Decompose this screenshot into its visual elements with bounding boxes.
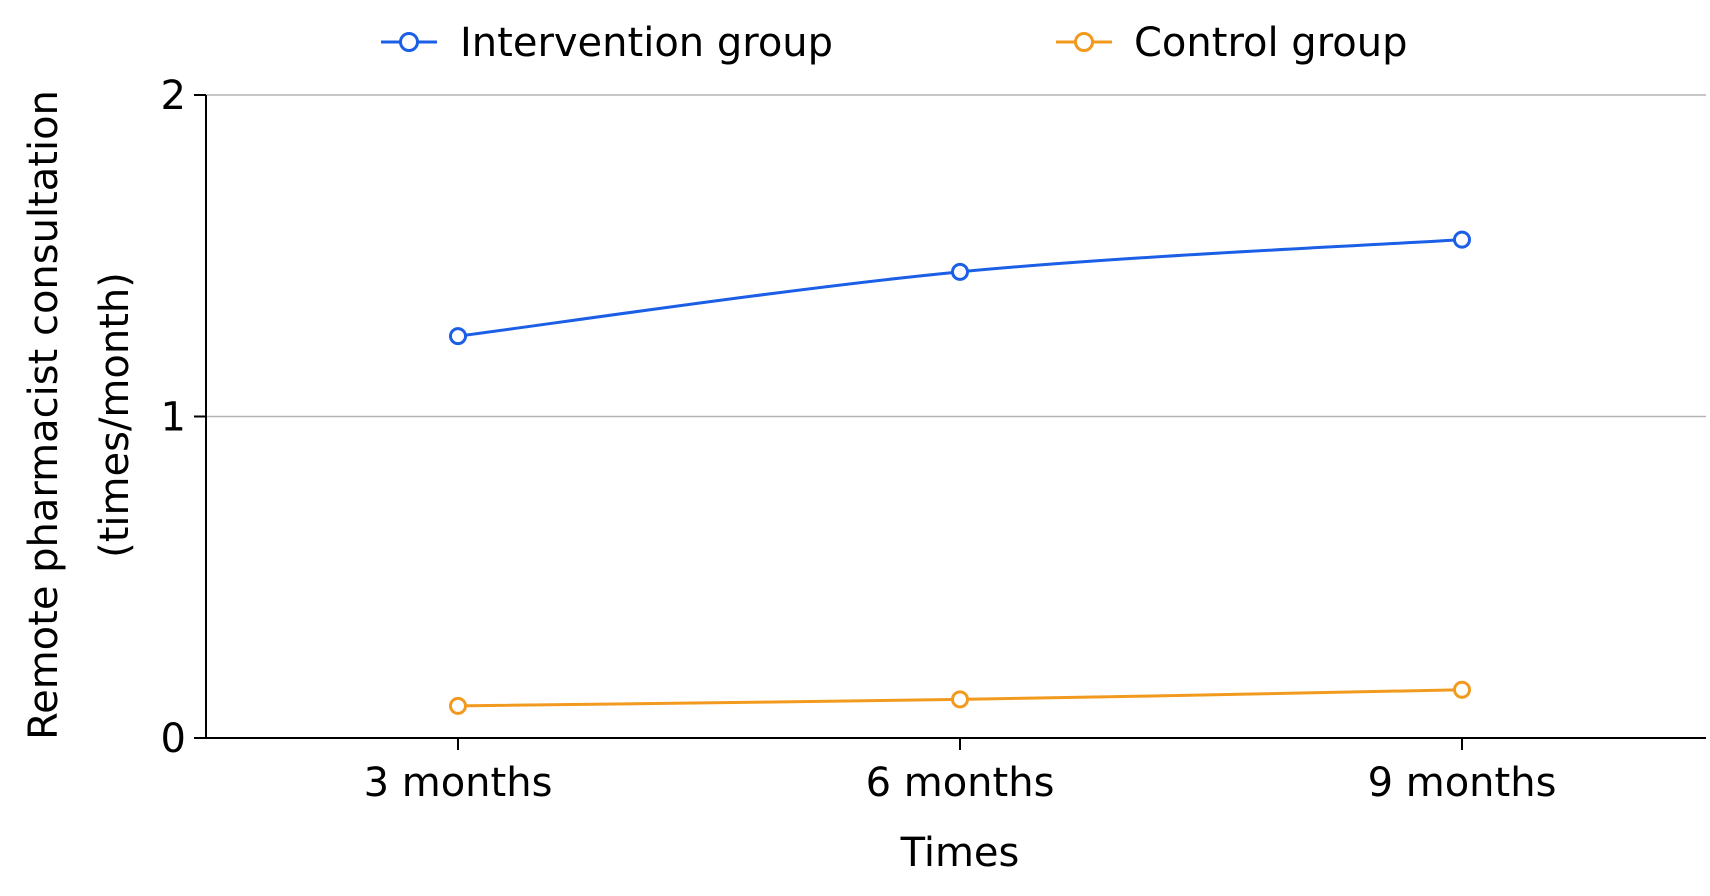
data-point-control-group-1 [951,690,969,709]
data-point-control-group-2 [1453,680,1471,699]
legend-marker-control-group [1074,32,1094,52]
y-tick-label-2: 2 [161,73,186,119]
x-tick-label-1: 6 months [866,760,1055,806]
legend-marker-intervention-group [399,32,419,52]
x-tick-label-0: 3 months [364,760,553,806]
series [449,230,1471,715]
data-point-intervention-group-0 [449,327,467,346]
y-axis-title-line-2: (times/month) [92,272,138,558]
legend-label-control-group: Control group [1134,20,1407,66]
series-line-intervention-group [457,238,1463,338]
data-point-intervention-group-2 [1453,230,1471,249]
legend-label-intervention-group: Intervention group [460,20,833,66]
y-tick-label-0: 0 [161,716,186,762]
x-tick-label-2: 9 months [1368,760,1557,806]
data-point-control-group-0 [449,696,467,715]
y-tick-label-1: 1 [161,395,186,441]
gridlines [206,94,1706,418]
x-axis-title: Times [900,830,1020,876]
y-axis-title-line-1: Remote pharmacist consultation [21,90,67,740]
data-point-intervention-group-1 [951,262,969,281]
axes: 0 1 2 3 months 6 months 9 months [161,73,1706,806]
legend: Intervention group Control group [381,20,1407,66]
